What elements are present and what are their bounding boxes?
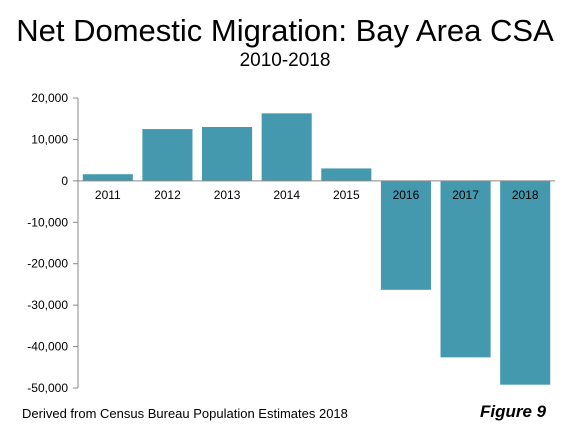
bars: [82, 113, 551, 385]
x-tick-label: 2017: [452, 188, 479, 202]
x-tick-label: 2016: [393, 188, 420, 202]
bar-2013: [202, 127, 253, 181]
y-tick-label: -20,000: [27, 257, 68, 271]
x-tick-label: 2015: [333, 188, 360, 202]
x-axis-labels: 2011 2012 2013 2014 2015 2016 2017 2018: [95, 188, 539, 202]
x-tick-label: 2011: [95, 188, 121, 202]
chart-title: Net Domestic Migration: Bay Area CSA: [16, 13, 554, 48]
y-tick-label: 10,000: [31, 132, 68, 146]
bar-2014: [261, 113, 312, 181]
bar-2017: [440, 180, 491, 358]
y-tick-label: -30,000: [27, 298, 68, 312]
bar-2018: [500, 180, 551, 385]
x-tick-label: 2013: [214, 188, 241, 202]
y-tick-label: -10,000: [27, 215, 68, 229]
figure-label: Figure 9: [480, 402, 547, 421]
y-tick-label: -50,000: [27, 381, 68, 395]
bar-2012: [142, 129, 193, 181]
x-tick-label: 2018: [512, 188, 539, 202]
y-axis-ticks: 20,000 10,000 0 -10,000 -20,000 -30,000 -40,00…: [27, 91, 78, 395]
chart-subtitle: 2010-2018: [239, 50, 331, 71]
y-tick-label: 0: [61, 174, 68, 188]
bar-2011: [82, 174, 133, 181]
x-tick-label: 2014: [273, 188, 300, 202]
source-note: Derived from Census Bureau Population Es…: [22, 406, 348, 421]
x-tick-label: 2012: [154, 188, 181, 202]
y-tick-label: -40,000: [27, 340, 68, 354]
y-tick-label: 20,000: [31, 91, 68, 105]
bar-2016: [380, 180, 431, 290]
bar-2015: [321, 168, 372, 181]
